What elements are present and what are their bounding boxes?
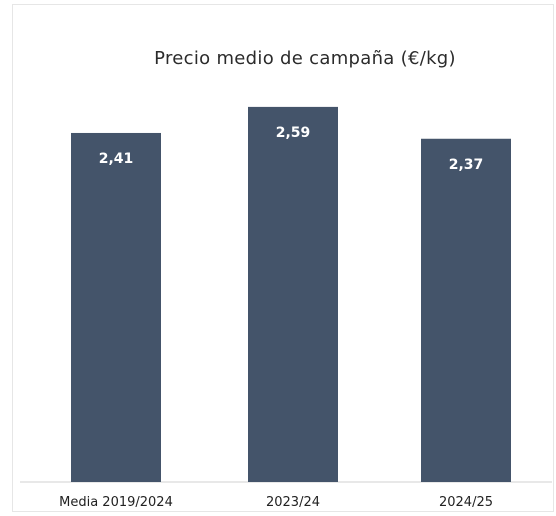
- labels-group: 2,41 Media 2019/2024 2,59 2023/24 2,37 2024/2…: [59, 125, 493, 510]
- bar-2: [421, 138, 511, 483]
- data-label-2: 2,37: [449, 157, 484, 173]
- x-tick-label-0: Media 2019/2024: [59, 495, 173, 510]
- chart-title: Precio medio de campaña (€/kg): [154, 48, 456, 69]
- bar-0: [71, 132, 161, 482]
- bars-group: [71, 106, 511, 483]
- x-tick-label-2: 2024/25: [439, 495, 493, 510]
- bar-1: [248, 106, 338, 483]
- data-label-0: 2,41: [99, 151, 134, 167]
- data-label-1: 2,59: [276, 125, 311, 141]
- x-tick-label-1: 2023/24: [266, 495, 320, 510]
